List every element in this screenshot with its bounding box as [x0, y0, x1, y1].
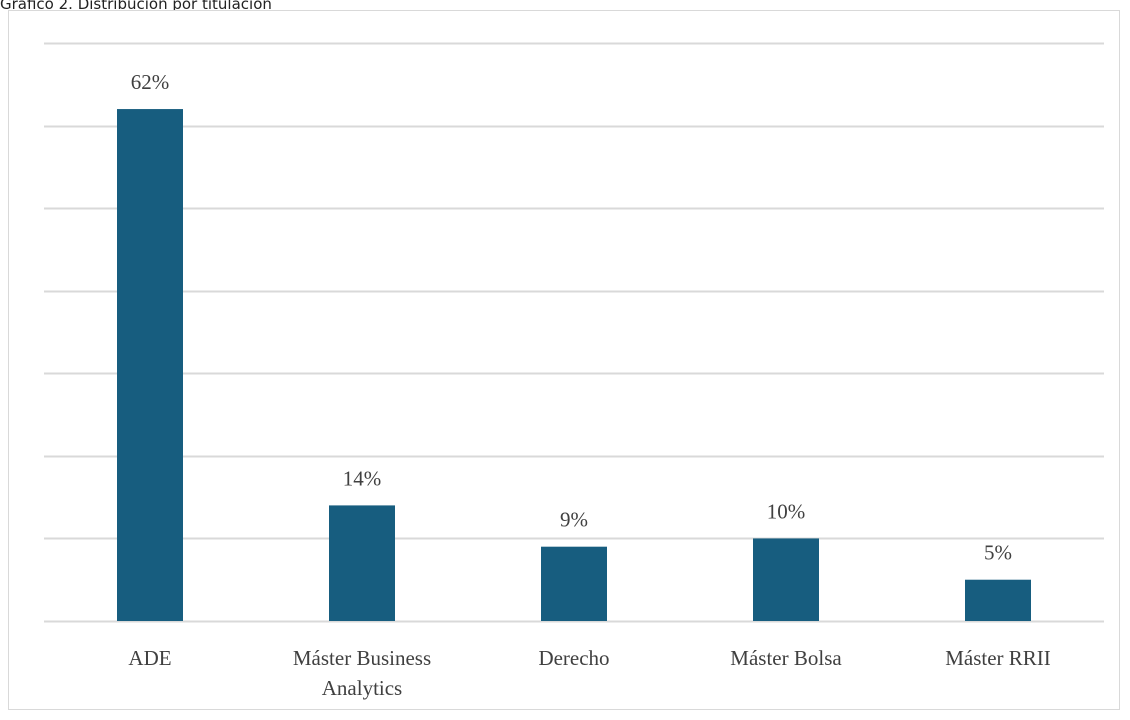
- category-tick-label: Máster Bolsa: [730, 646, 842, 670]
- data-label: 10%: [767, 499, 806, 523]
- data-label: 9%: [560, 508, 588, 532]
- data-label: 5%: [984, 541, 1012, 565]
- category-tick-label: Máster Business Analytics: [293, 646, 431, 700]
- bar: [329, 505, 395, 621]
- category-tick-label: Derecho: [538, 646, 609, 670]
- bar: [541, 546, 607, 621]
- bar: [753, 538, 819, 621]
- bar: [965, 579, 1031, 621]
- category-tick-labels: ADE Máster Business Analytics Derecho Máster…: [128, 646, 1050, 700]
- category-tick-label-line: Analytics: [322, 676, 402, 700]
- gridlines: [44, 42, 1104, 623]
- data-label: 14%: [343, 466, 382, 490]
- data-label: 62%: [131, 70, 170, 94]
- category-tick-label: ADE: [128, 646, 171, 670]
- category-tick-label: Máster RRII: [945, 646, 1051, 670]
- chart-caption: Gráfico 2. Distribución por titulación: [0, 0, 272, 13]
- category-tick-label-line: Máster Bolsa: [730, 646, 842, 670]
- category-tick-label-line: ADE: [128, 646, 171, 670]
- category-tick-label-line: Derecho: [538, 646, 609, 670]
- data-labels: 62% 14% 9% 10% 5%: [131, 70, 1012, 565]
- category-tick-label-line: Máster Business: [293, 646, 431, 670]
- bars: [117, 109, 1031, 622]
- category-tick-label-line: Máster RRII: [945, 646, 1051, 670]
- bar: [117, 109, 183, 622]
